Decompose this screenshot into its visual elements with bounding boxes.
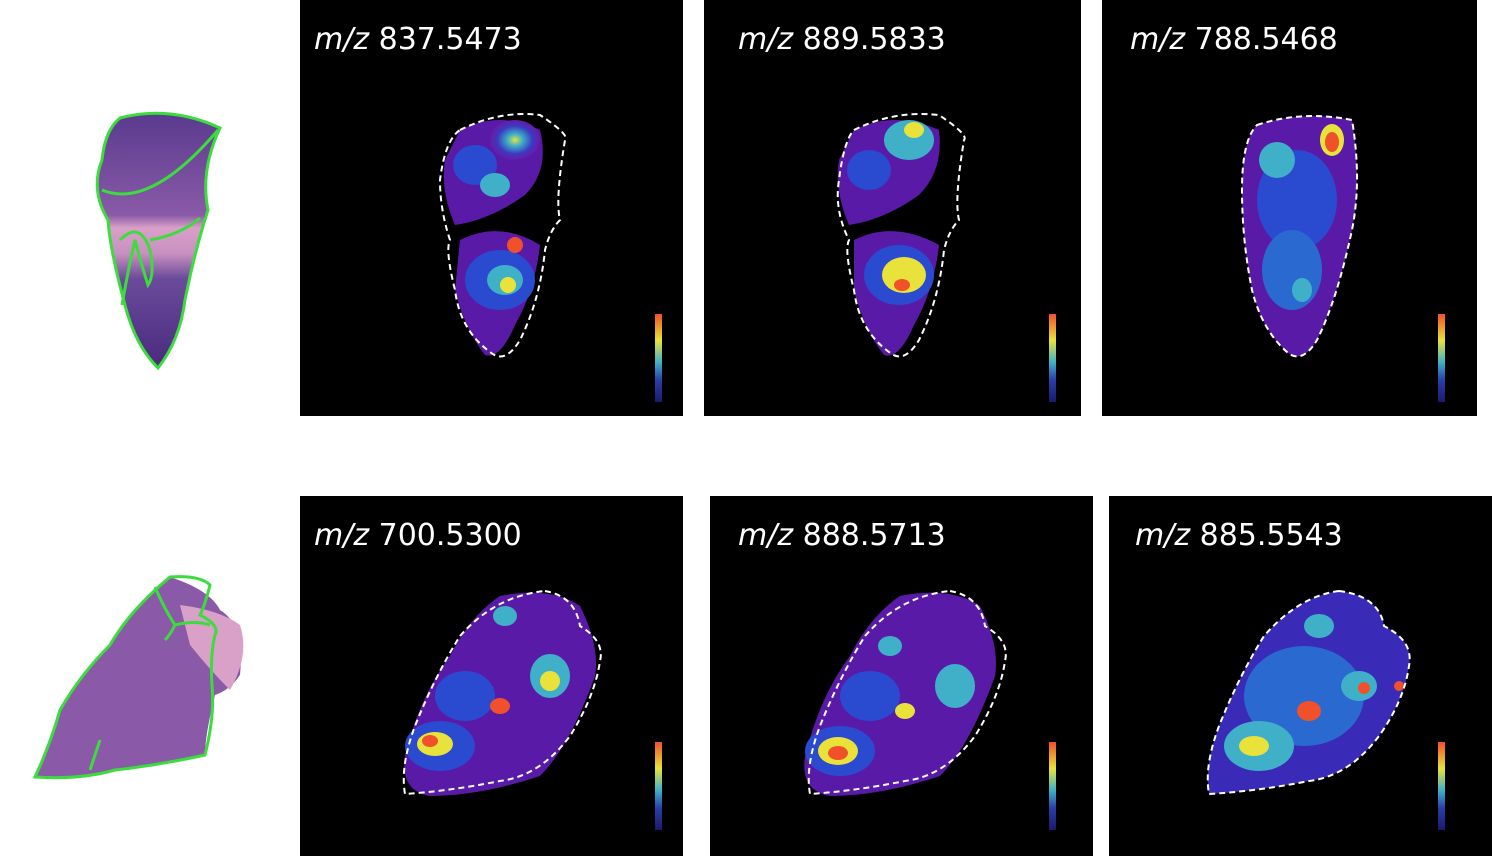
mz-label: m/z 700.5300 — [314, 518, 522, 553]
msi-panel-6: m/z 885.5543 — [1109, 496, 1492, 856]
mz-label: m/z 788.5468 — [1130, 22, 1338, 57]
msi-panel-4: m/z 700.5300 — [300, 496, 683, 856]
he-image-top — [95, 111, 223, 371]
colorbar — [1049, 742, 1056, 830]
msi-heatmap — [438, 113, 567, 358]
msi-heatmap — [1206, 589, 1411, 796]
mz-label: m/z 888.5713 — [738, 518, 946, 553]
mz-label: m/z 885.5543 — [1135, 518, 1343, 553]
msi-panel-1: m/z 837.5473 — [300, 0, 683, 416]
colorbar — [1438, 314, 1445, 402]
msi-heatmap — [804, 589, 1007, 796]
colorbar — [655, 314, 662, 402]
he-image-bottom — [32, 575, 244, 780]
colorbar — [655, 742, 662, 830]
msi-heatmap — [1240, 115, 1358, 358]
colorbar — [1049, 314, 1056, 402]
msi-heatmap — [836, 113, 966, 358]
mz-label: m/z 837.5473 — [314, 22, 522, 57]
msi-heatmap — [402, 589, 602, 796]
msi-panel-5: m/z 888.5713 — [710, 496, 1093, 856]
msi-panel-2: m/z 889.5833 — [704, 0, 1081, 416]
mz-label: m/z 889.5833 — [738, 22, 946, 57]
colorbar — [1438, 742, 1445, 830]
msi-panel-3: m/z 788.5468 — [1102, 0, 1477, 416]
